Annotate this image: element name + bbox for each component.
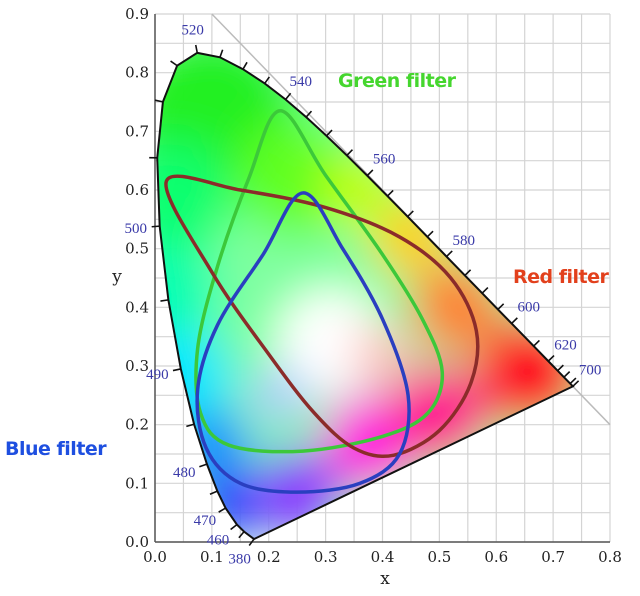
- wavelength-tick: [497, 303, 505, 310]
- wavelength-label: 480: [173, 465, 196, 481]
- x-axis-title: x: [380, 569, 390, 589]
- wavelength-label: 540: [289, 74, 312, 90]
- wavelength-tick: [151, 225, 160, 228]
- gamut-color-blob: [250, 365, 311, 426]
- x-tick-label: 0.0: [143, 548, 167, 566]
- wavelength-label: 600: [518, 300, 541, 316]
- y-tick-label: 0.4: [125, 298, 149, 316]
- wavelength-tick: [445, 250, 453, 258]
- wavelength-label: 500: [124, 221, 147, 237]
- y-tick-label: 0.8: [125, 64, 149, 82]
- x-tick-label: 0.4: [371, 548, 395, 566]
- wavelength-tick: [230, 523, 238, 531]
- wavelength-tick: [194, 44, 199, 53]
- y-axis-title: y: [111, 267, 122, 287]
- wavelength-tick: [170, 60, 178, 67]
- wavelength-tick: [242, 61, 248, 70]
- axes: [154, 14, 610, 543]
- green-filter-label: Green filter: [338, 70, 456, 92]
- wavelength-tick: [533, 339, 540, 347]
- wavelength-label: 520: [181, 22, 204, 38]
- wavelength-tick: [154, 99, 164, 103]
- x-tick-label: 0.5: [427, 548, 451, 566]
- wavelength-label: 380: [228, 551, 251, 567]
- wavelength-label: 700: [579, 363, 602, 379]
- wavelength-tick: [563, 371, 571, 378]
- x-tick-label: 0.3: [314, 548, 338, 566]
- wavelength-tick: [172, 368, 181, 372]
- wavelength-tick: [305, 110, 313, 118]
- wavelength-label: 560: [373, 152, 396, 168]
- x-tick-label: 0.1: [200, 548, 224, 566]
- wavelength-tick: [199, 463, 208, 468]
- wavelength-tick: [366, 169, 374, 177]
- wavelength-tick: [464, 269, 472, 276]
- blue-filter-label: Blue filter: [5, 438, 107, 460]
- wavelength-tick: [218, 507, 226, 513]
- wavelength-tick: [386, 189, 394, 197]
- wavelength-tick: [325, 129, 333, 137]
- x-tick-label: 0.7: [541, 548, 565, 566]
- x-tick-label: 0.6: [484, 548, 508, 566]
- filter-curves: [164, 109, 480, 494]
- wavelength-label: 470: [194, 513, 217, 529]
- wavelength-tick: [569, 377, 577, 385]
- y-tick-label: 0.2: [125, 416, 149, 434]
- wavelength-ticks: [149, 44, 580, 546]
- y-tick-label: 0.3: [125, 357, 149, 375]
- red-filter-curve: [164, 174, 480, 459]
- wavelength-tick: [407, 210, 414, 218]
- wavelength-label: 580: [452, 233, 475, 249]
- wavelength-label: 490: [146, 367, 169, 383]
- gamut-color-blob: [157, 245, 223, 346]
- wavelength-tick: [511, 317, 518, 325]
- gamut-color-blob: [411, 262, 502, 353]
- wavelength-tick: [160, 299, 169, 302]
- wavelength-tick: [284, 92, 292, 100]
- blue-filter-curve: [195, 191, 411, 494]
- wavelength-tick: [219, 49, 224, 58]
- wavelength-tick: [481, 286, 489, 294]
- gamut-color-blob: [193, 471, 264, 540]
- y-tick-labels: 0.0 0.1 0.2 0.3 0.4 0.5 0.6 0.7 0.8 0.9: [125, 5, 149, 551]
- y-tick-label: 0.5: [125, 240, 149, 258]
- wavelength-label: 620: [554, 337, 577, 353]
- wavelength-tick: [186, 423, 195, 428]
- y-tick-label: 0.6: [125, 181, 149, 199]
- y-tick-label: 0.7: [125, 122, 149, 140]
- wavelength-tick: [426, 230, 434, 238]
- wavelength-tick: [209, 490, 218, 495]
- wavelength-tick: [557, 364, 564, 372]
- x-tick-label: 0.8: [598, 548, 622, 566]
- y-tick-label: 0.9: [125, 5, 149, 23]
- y-tick-label: 0.0: [125, 533, 149, 551]
- gamut-color-blob: [352, 324, 413, 385]
- x-tick-labels: 0.0 0.1 0.2 0.3 0.4 0.5 0.6 0.7 0.8: [143, 548, 622, 566]
- wavelength-tick: [238, 531, 245, 539]
- wavelength-tick: [346, 149, 354, 157]
- wavelength-tick: [248, 538, 255, 546]
- wavelength-tick: [547, 354, 555, 362]
- wavelength-tick: [264, 76, 270, 84]
- wavelength-label: 460: [207, 532, 230, 548]
- green-filter-curve: [194, 109, 445, 454]
- y-tick-label: 0.1: [125, 474, 149, 492]
- x-tick-label: 0.2: [257, 548, 281, 566]
- red-filter-label: Red filter: [513, 266, 609, 288]
- wavelength-tick: [572, 380, 580, 387]
